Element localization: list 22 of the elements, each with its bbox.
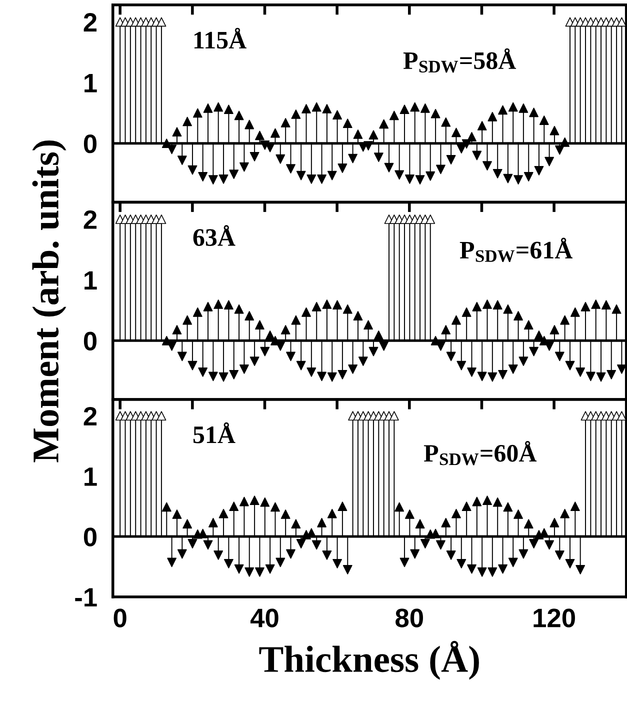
y-tick-label: 1 xyxy=(84,271,97,290)
x-tick-label: 40 xyxy=(250,608,278,628)
x-axis-title: Thickness (Å) xyxy=(259,640,479,680)
y-axis-title: Moment (arb. units) xyxy=(32,140,66,462)
annotation: P$_{SDW}$=60Å xyxy=(424,440,537,466)
annotation: 115Å xyxy=(194,28,246,49)
y-tick-label: 2 xyxy=(84,406,97,426)
y-tick-label: 2 xyxy=(84,210,97,229)
y-tick-label: 2 xyxy=(84,13,97,32)
y-tick-label: 0 xyxy=(84,332,96,350)
y-tick-label: 1 xyxy=(84,468,97,486)
x-tick-label: 0 xyxy=(114,608,126,628)
x-tick-label: 120 xyxy=(534,608,575,628)
y-tick-label: 0 xyxy=(84,134,96,154)
x-tick-label: 80 xyxy=(396,608,423,628)
annotation: 63Å xyxy=(193,225,236,246)
annotation: 51Å xyxy=(193,422,236,444)
y-tick-label: -1 xyxy=(75,588,97,606)
y-tick-label: 1 xyxy=(84,74,97,92)
annotation: P$_{SDW}$=61Å xyxy=(460,238,573,262)
annotation: P$_{SDW}$=58Å xyxy=(403,48,516,73)
y-tick-label: 0 xyxy=(84,528,96,546)
